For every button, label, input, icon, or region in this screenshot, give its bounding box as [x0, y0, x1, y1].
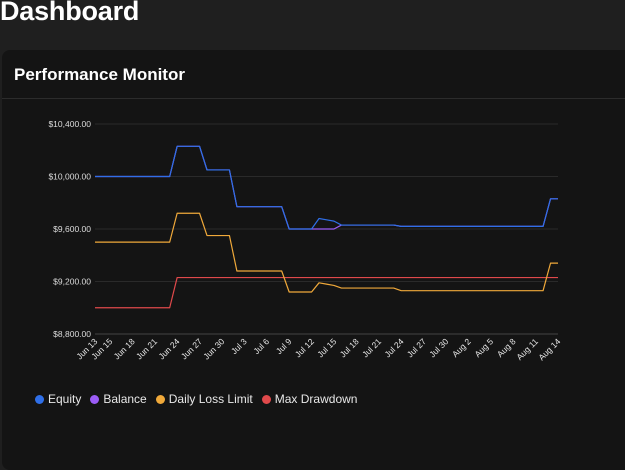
x-tick-label: Aug 14 [536, 336, 562, 362]
y-tick-label: $9,200.00 [53, 277, 91, 287]
legend-item-daily-loss-limit[interactable]: Daily Loss Limit [155, 392, 253, 406]
x-tick-label: Jun 18 [112, 336, 137, 361]
y-tick-label: $10,000.00 [48, 172, 91, 182]
series-line-balance[interactable] [95, 145, 558, 230]
legend-color-dot [155, 394, 165, 404]
legend-label: Equity [48, 392, 82, 406]
x-tick-label: Jun 24 [156, 336, 181, 361]
series-line-daily-loss-limit[interactable] [95, 212, 558, 293]
page-title: Dashboard [0, 0, 140, 26]
legend-item-max-drawdown[interactable]: Max Drawdown [261, 392, 358, 406]
x-tick-label: Aug 5 [472, 336, 495, 359]
x-tick-label: Jul 18 [338, 336, 361, 359]
card-title: Performance Monitor [14, 65, 185, 84]
x-tick-label: Jul 27 [405, 336, 428, 359]
x-tick-label: Jul 9 [274, 336, 294, 356]
legend-item-equity[interactable]: Equity [35, 392, 81, 406]
legend-item-balance[interactable]: Balance [90, 392, 147, 406]
legend-label: Max Drawdown [274, 392, 358, 406]
performance-monitor-card: Performance Monitor [2, 50, 625, 470]
x-tick-label: Jul 24 [382, 336, 405, 359]
legend-label: Daily Loss Limit [168, 392, 253, 406]
series-line-max-drawdown[interactable] [95, 276, 558, 309]
y-tick-label: $10,400.00 [48, 119, 91, 129]
x-tick-label: Jul 15 [315, 336, 338, 359]
x-tick-label: Jun 27 [179, 336, 204, 361]
legend-color-dot [90, 394, 100, 404]
legend-color-dot [35, 394, 44, 404]
x-tick-label: Jul 12 [293, 336, 316, 359]
y-tick-label: $8,800.00 [53, 329, 91, 339]
legend-label: Balance [103, 392, 147, 406]
series-line-equity[interactable] [95, 145, 558, 230]
x-tick-label: Jul 30 [427, 336, 450, 359]
x-tick-label: Jul 3 [229, 336, 249, 356]
x-tick-label: Aug 11 [514, 336, 540, 362]
x-tick-label: Jun 21 [134, 336, 159, 361]
chart-legend: Equity Balance Daily Loss Limit Max Drawdow… [35, 392, 357, 406]
y-tick-label: $9,600.00 [53, 224, 91, 234]
x-tick-label: Jul 21 [360, 336, 383, 359]
x-tick-label: Aug 2 [450, 336, 473, 359]
legend-color-dot [261, 394, 271, 404]
x-tick-label: Jul 6 [251, 336, 271, 356]
card-divider [2, 98, 625, 99]
x-tick-label: Jun 30 [201, 336, 226, 361]
